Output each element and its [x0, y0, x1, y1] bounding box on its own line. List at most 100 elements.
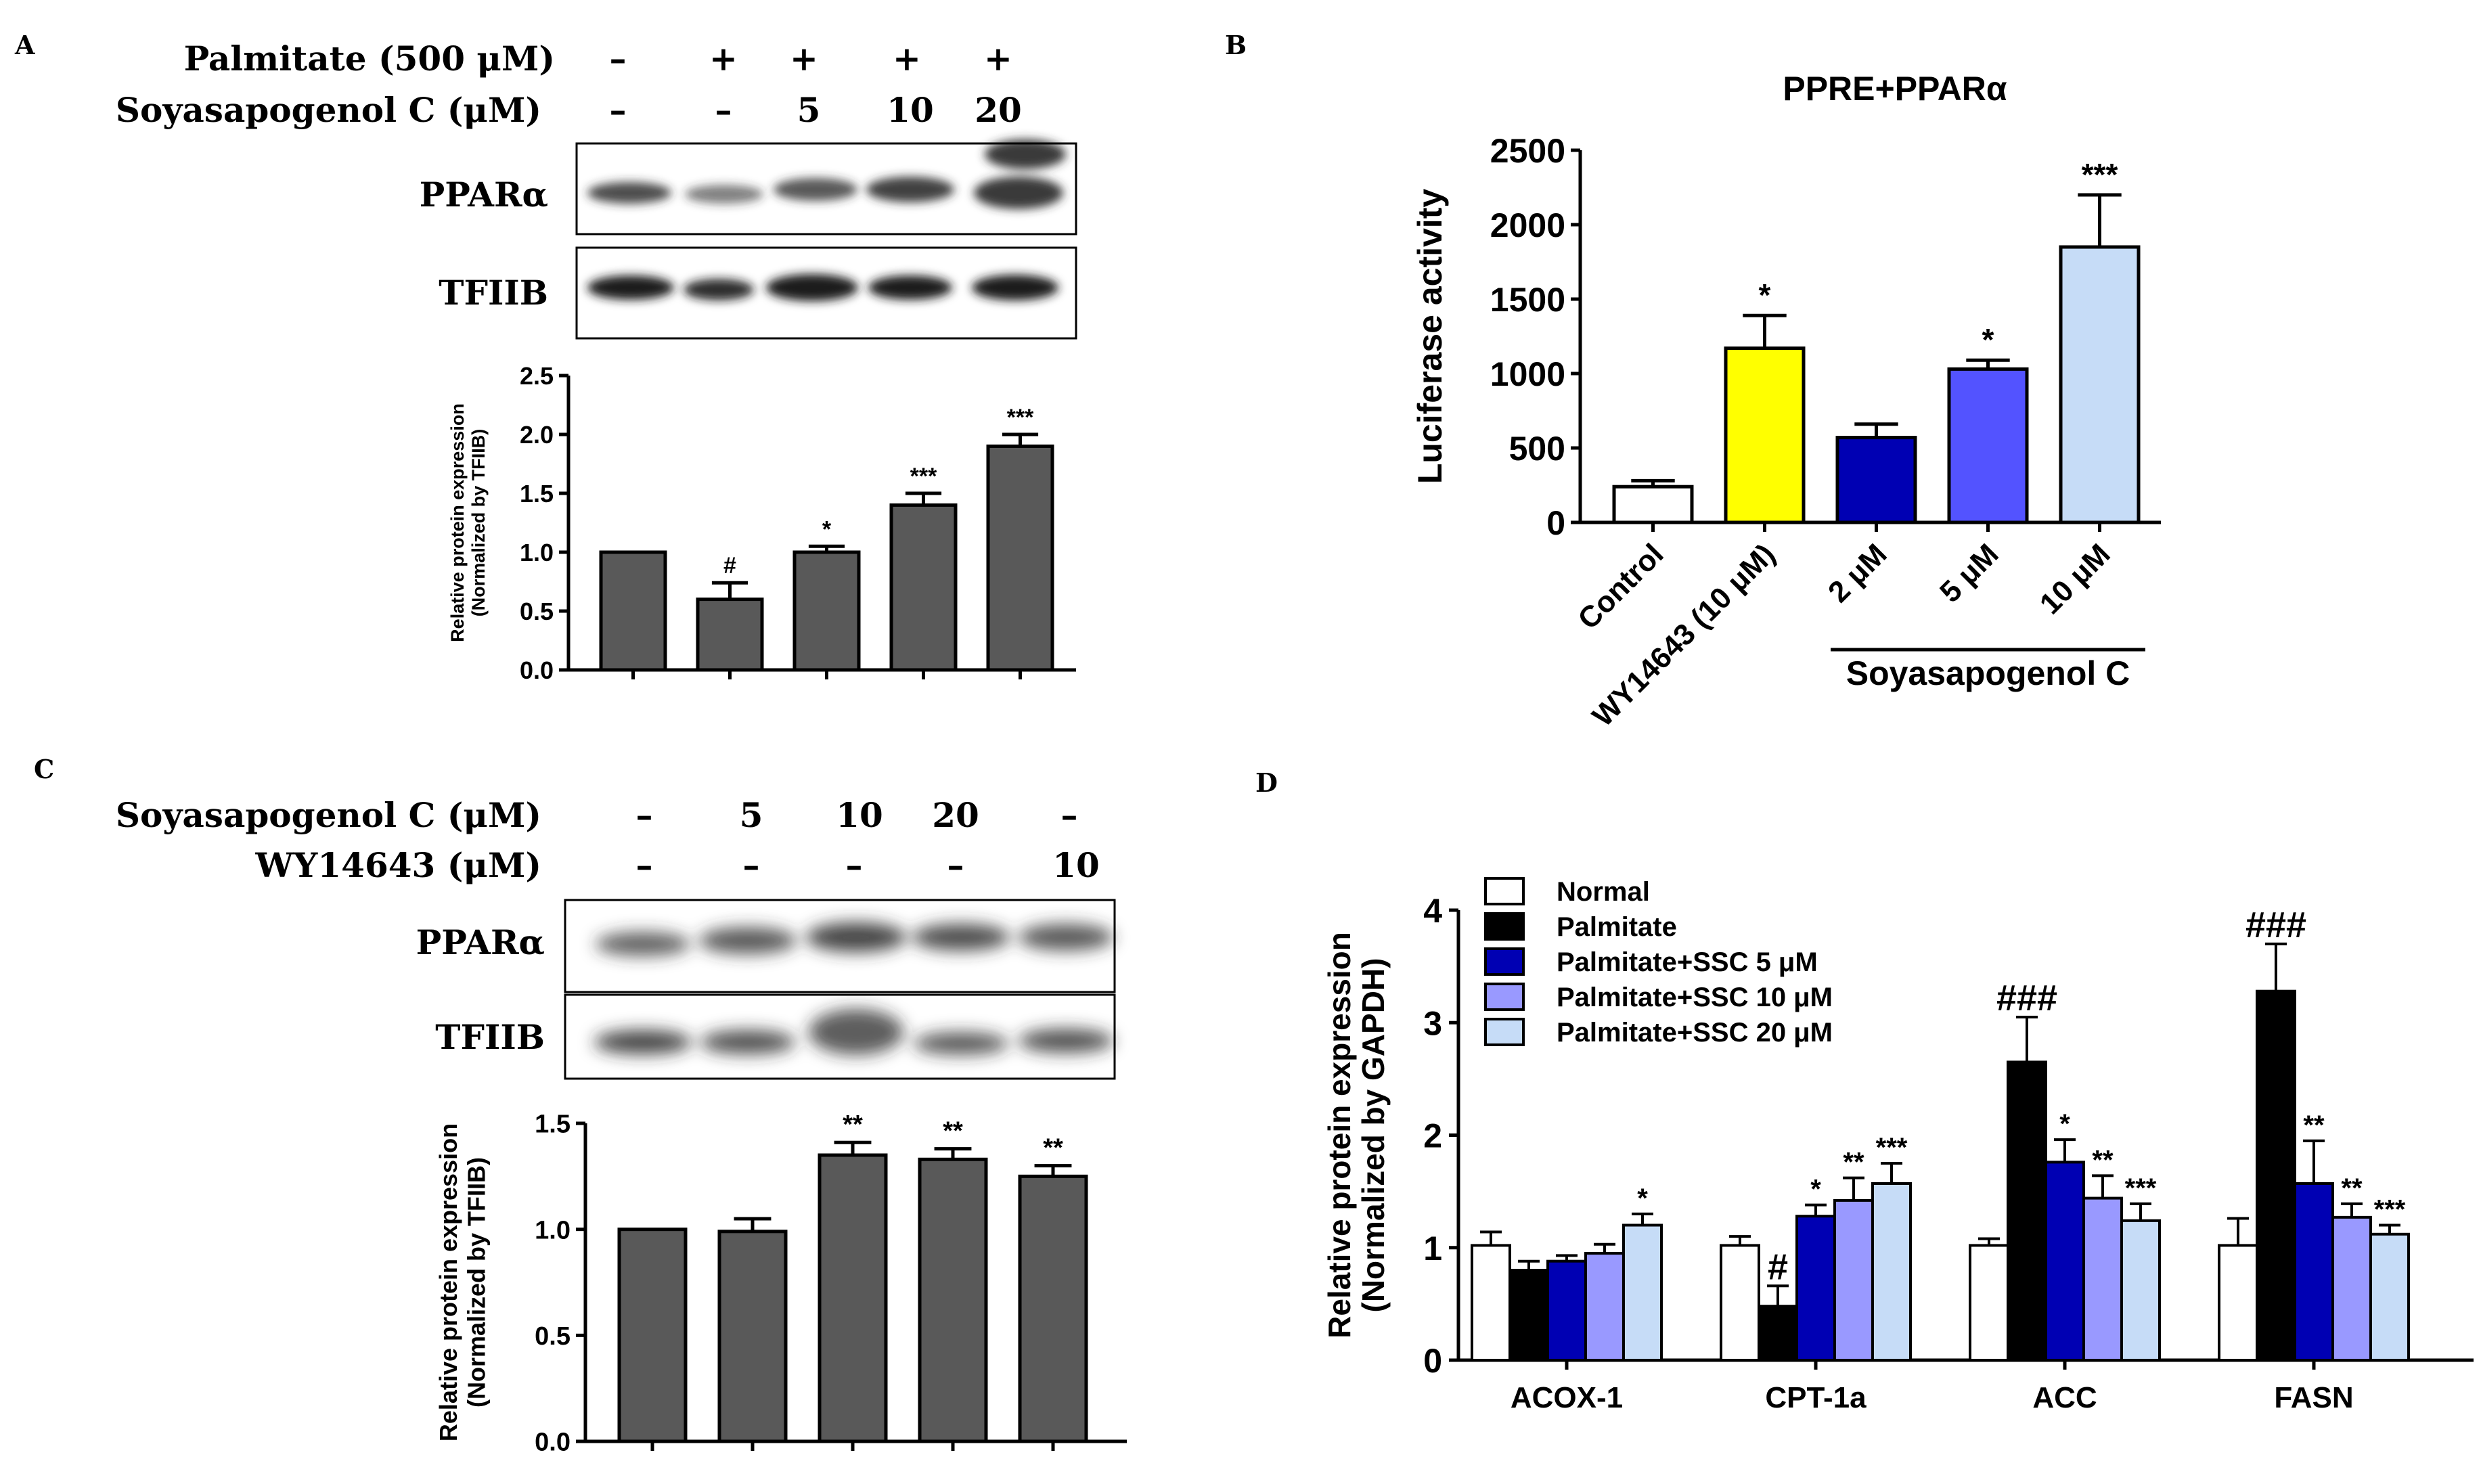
panel-a-row1-value: –	[610, 39, 627, 78]
panel-c-row1-value: 10	[836, 795, 883, 835]
y-tick-label: 1	[1423, 1230, 1442, 1267]
blot-band	[985, 139, 1066, 169]
panel-c: C Soyasapogenol C (μM) WY14643 (μM) – 5 …	[34, 754, 1127, 1457]
panel-a-treatment-label-2: Soyasapogenol C (μM)	[116, 90, 541, 130]
y-tick-label: 2000	[1490, 206, 1565, 244]
panel-a: A Palmitate (500 μM) Soyasapogenol C (μM…	[14, 30, 1077, 684]
blot-band	[699, 927, 797, 954]
panel-c-row1-value: –	[636, 795, 653, 835]
chart-title: PPRE+PPARα	[1783, 70, 2007, 108]
legend-swatch	[1484, 983, 1525, 1011]
panel-c-blot-label-tfiib: TFIIB	[435, 1017, 545, 1057]
significance-label: ***	[2374, 1195, 2406, 1225]
bar	[986, 444, 1054, 672]
panel-a-row2-value: 20	[975, 90, 1022, 130]
significance-label: ***	[2125, 1173, 2157, 1203]
blot-band	[809, 1009, 903, 1055]
panel-a-blot-ppara	[575, 139, 1077, 235]
y-tick-label: 0	[1546, 504, 1565, 542]
x-category-label: 10 μM	[2034, 537, 2117, 621]
group-label: Soyasapogenol C	[1846, 654, 2130, 692]
y-tick-label: 0.5	[535, 1322, 571, 1351]
blot-band	[972, 275, 1058, 300]
panel-c-blot-tfiib	[564, 993, 1116, 1080]
panel-c-row2-value: –	[636, 845, 653, 885]
significance-label: **	[2341, 1173, 2363, 1203]
bar	[2082, 1196, 2123, 1362]
y-axis-label-normalization: (Normalized by TFIIB)	[462, 1157, 490, 1408]
x-category-label: 5 μM	[1934, 537, 2005, 609]
panel-b-letter: B	[1225, 30, 1247, 60]
y-tick-label: 4	[1423, 892, 1442, 930]
significance-label: ###	[1996, 978, 2057, 1018]
panel-a-blot-label-ppara: PPARα	[420, 175, 548, 215]
blot-band	[774, 178, 857, 201]
y-tick-label: 1.0	[520, 539, 554, 566]
y-tick-label: 3	[1423, 1004, 1442, 1042]
y-tick-label: 500	[1509, 430, 1565, 468]
y-axis-label: Luciferase activity	[1411, 189, 1449, 485]
panel-a-treatment-label-1: Palmitate (500 μM)	[184, 39, 555, 78]
bar	[1612, 485, 1694, 524]
panel-c-row1-value: 20	[932, 795, 979, 835]
blot-band	[587, 182, 671, 204]
panel-a-row1-value: +	[790, 39, 818, 78]
bar	[1508, 1269, 1549, 1362]
bar	[599, 550, 667, 672]
bar	[1795, 1215, 1836, 1362]
bar	[1835, 436, 1917, 524]
significance-label: **	[2303, 1110, 2325, 1140]
panel-a-chart: 0.00.51.01.52.02.5#*******Relative prote…	[447, 362, 1076, 684]
bar	[1833, 1198, 1874, 1362]
panel-c-row1-value: –	[1061, 795, 1078, 835]
significance-label: **	[1843, 1148, 1864, 1177]
y-tick-label: 1500	[1490, 281, 1565, 319]
x-category-label: WY14643 (10 μM)	[1586, 537, 1782, 733]
bar	[918, 1157, 988, 1443]
blot-band	[914, 1032, 1008, 1055]
x-category-label: Control	[1571, 537, 1670, 635]
significance-label: *	[2059, 1109, 2070, 1139]
y-tick-label: 1.0	[535, 1216, 571, 1244]
bar	[1758, 1305, 1798, 1362]
significance-label: **	[943, 1117, 963, 1146]
panel-a-blot-label-tfiib: TFIIB	[439, 273, 548, 313]
panel-a-treatment-row-1: – + + + +	[610, 39, 1012, 78]
bar	[1947, 367, 2029, 524]
significance-label: #	[1768, 1246, 1788, 1287]
bar	[2044, 1161, 2085, 1362]
bar	[1969, 1244, 2009, 1362]
y-tick-label: 1.5	[520, 480, 554, 508]
bar	[2331, 1215, 2372, 1362]
bar	[696, 598, 764, 672]
blot-band	[866, 177, 954, 202]
y-tick-label: 0.0	[520, 656, 554, 684]
y-tick-label: 2.5	[520, 362, 554, 390]
bar	[1622, 1223, 1663, 1362]
y-axis-label: Relative protein expression	[447, 403, 468, 642]
y-tick-label: 1000	[1490, 355, 1565, 393]
blot-band	[868, 275, 952, 300]
panel-a-row2-value: –	[715, 90, 732, 130]
blot-band	[1019, 1029, 1113, 1053]
y-axis-label: Relative protein expression	[1322, 932, 1357, 1339]
blot-band	[587, 275, 674, 300]
legend-swatch	[1484, 1018, 1525, 1046]
panel-c-blot-ppara	[564, 899, 1116, 993]
panel-c-row2-value: –	[947, 845, 964, 885]
significance-label: *	[1637, 1184, 1648, 1213]
x-category-label: FASN	[2274, 1381, 2353, 1414]
significance-label: ###	[2245, 905, 2306, 945]
bar	[1720, 1244, 1760, 1362]
legend-label: Palmitate+SSC 10 μM	[1557, 983, 1833, 1012]
significance-label: #	[723, 553, 736, 579]
y-tick-label: 1.5	[535, 1110, 571, 1139]
y-axis-label: Relative protein expression	[434, 1123, 462, 1441]
blot-band	[806, 922, 906, 952]
significance-label: *	[1982, 322, 1994, 357]
y-axis-label-normalization: (Normalized by GAPDH)	[1356, 958, 1391, 1313]
